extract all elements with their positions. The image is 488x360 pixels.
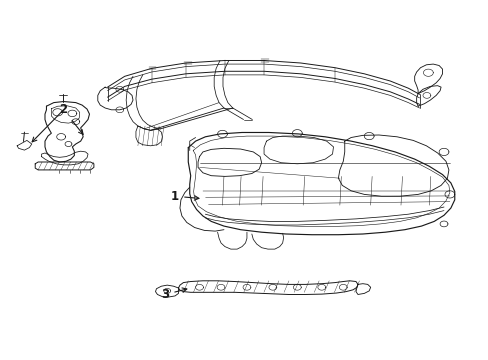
Text: 3: 3 [161,288,186,301]
Text: 1: 1 [171,190,199,203]
Text: 2: 2 [60,103,83,134]
